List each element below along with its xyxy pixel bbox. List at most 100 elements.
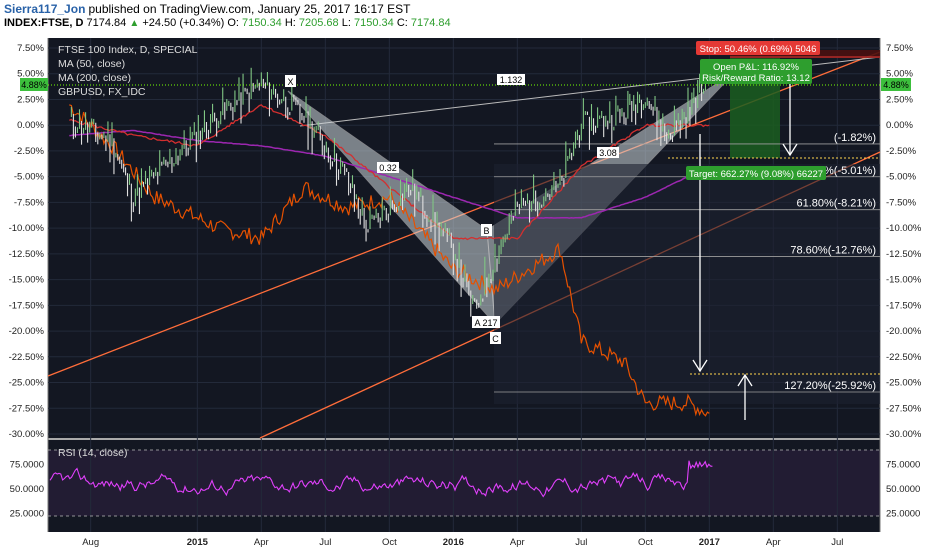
fib-label: 61.80%(-8.21%) bbox=[797, 198, 877, 210]
ratio-xab-label: 0.32 bbox=[377, 162, 399, 173]
open-value: 7150.34 bbox=[242, 17, 282, 29]
price-change: +24.50 (+0.34%) bbox=[142, 17, 225, 29]
y-tick-right: 2.50% bbox=[886, 94, 913, 105]
x-tick: 2016 bbox=[443, 537, 464, 548]
x-tick: Apr bbox=[766, 537, 781, 548]
y-tick-left: 5.00% bbox=[17, 69, 44, 80]
svg-text:B: B bbox=[483, 226, 489, 236]
point-a-label: A 217 bbox=[472, 316, 500, 328]
y-tick-right: 0.00% bbox=[886, 120, 913, 131]
price-chart[interactable]: 7.50% 5.00% 2.50% 0.00% -2.50% -5.00% -7.50% -1… bbox=[0, 34, 932, 550]
x-tick: 2017 bbox=[699, 537, 720, 548]
x-tick: Jul bbox=[831, 537, 843, 548]
x-tick: Aug bbox=[82, 537, 99, 548]
rsi-tick-right: 25.0000 bbox=[886, 508, 920, 519]
svg-text:A 217: A 217 bbox=[474, 318, 497, 328]
svg-text:3.08: 3.08 bbox=[599, 148, 617, 158]
stop-badge[interactable]: Stop: 50.46% (0.69%) 5046 bbox=[696, 41, 820, 55]
y-axis-right: 7.50% 5.00% 2.50% 0.00% -2.50% -5.00% -7.50% -1… bbox=[886, 43, 922, 440]
legend-ma200: MA (200, close) bbox=[58, 72, 131, 84]
y-tick-right: -25.00% bbox=[886, 378, 922, 389]
fib-label: 127.20%(-25.92%) bbox=[784, 380, 876, 392]
y-tick-right: -17.50% bbox=[886, 300, 922, 311]
y-tick-left: -2.50% bbox=[14, 146, 45, 157]
rsi-line[interactable] bbox=[49, 460, 713, 498]
y-tick-left: 0.00% bbox=[17, 120, 44, 131]
y-tick-left: -15.00% bbox=[9, 275, 45, 286]
y-tick-left: -25.00% bbox=[9, 378, 45, 389]
close-label: C: bbox=[396, 17, 408, 29]
ratio-xc-label: 1.132 bbox=[497, 74, 525, 85]
y-tick-right: -2.50% bbox=[886, 146, 917, 157]
gbpusd-line[interactable] bbox=[69, 104, 710, 417]
x-tick: Oct bbox=[638, 537, 653, 548]
fib-zone bbox=[494, 164, 880, 404]
y-tick-left: -20.00% bbox=[9, 326, 45, 337]
svg-text:Target: 662.27% (9.08%) 66227: Target: 662.27% (9.08%) 66227 bbox=[689, 169, 823, 180]
point-c-label: C bbox=[490, 332, 501, 344]
x-axis: Aug 2015 Apr Jul Oct 2016 Apr Jul Oct 2017 Apr Jul bbox=[82, 537, 843, 548]
y-tick-right: -7.50% bbox=[886, 197, 917, 208]
symbol-label: INDEX:FTSE, D bbox=[4, 17, 84, 29]
y-tick-right: 7.50% bbox=[886, 43, 913, 54]
rsi-band bbox=[48, 450, 880, 516]
down-arrow-icon bbox=[782, 80, 798, 157]
y-tick-left: -5.00% bbox=[14, 172, 45, 183]
ma200-line[interactable] bbox=[69, 129, 710, 219]
y-tick-left: -22.50% bbox=[9, 352, 45, 363]
published-info: published on TradingView.com, January 25… bbox=[88, 2, 411, 16]
fib-label: 78.60%(-12.76%) bbox=[790, 245, 876, 257]
y-tick-right: -12.50% bbox=[886, 249, 922, 260]
fib-label: (-1.82%) bbox=[834, 132, 876, 144]
high-label: H: bbox=[284, 17, 296, 29]
svg-text:C: C bbox=[492, 334, 499, 344]
price-badge-right: 4.88% bbox=[881, 78, 911, 91]
price-candles[interactable] bbox=[70, 67, 710, 317]
svg-text:Open P&L: 116.92%: Open P&L: 116.92% bbox=[713, 62, 799, 73]
x-tick: 2015 bbox=[187, 537, 209, 548]
y-tick-right: -10.00% bbox=[886, 223, 922, 234]
y-tick-right: 5.00% bbox=[886, 69, 913, 80]
legend: FTSE 100 Index, D, SPECIAL MA (50, close… bbox=[58, 44, 198, 98]
legend-title: FTSE 100 Index, D, SPECIAL bbox=[58, 44, 198, 56]
svg-text:1.132: 1.132 bbox=[500, 75, 523, 85]
pl-badge[interactable]: Open P&L: 116.92% Risk/Reward Ratio: 13.… bbox=[700, 59, 812, 84]
rsi-tick-left: 50.0000 bbox=[10, 484, 44, 495]
x-tick: Apr bbox=[254, 537, 269, 548]
y-tick-left: -17.50% bbox=[9, 300, 45, 311]
y-tick-left: 2.50% bbox=[17, 94, 44, 105]
y-tick-left: -27.50% bbox=[9, 403, 45, 414]
close-value: 7174.84 bbox=[410, 17, 451, 29]
low-label: L: bbox=[341, 17, 351, 29]
svg-text:4.88%: 4.88% bbox=[883, 80, 909, 90]
x-tick: Apr bbox=[510, 537, 525, 548]
rsi-tick-left: 25.0000 bbox=[10, 508, 44, 519]
x-tick: Oct bbox=[382, 537, 397, 548]
ratio-abc-label: 3.08 bbox=[597, 147, 619, 158]
rsi-tick-left: 75.0000 bbox=[10, 460, 44, 471]
svg-text:Risk/Reward Ratio: 13.12: Risk/Reward Ratio: 13.12 bbox=[702, 73, 810, 84]
y-tick-right: -27.50% bbox=[886, 403, 922, 414]
legend-gbpusd: GBPUSD, FX_IDC bbox=[58, 86, 146, 98]
price-badge-left: 4.88% bbox=[20, 78, 48, 91]
author-name[interactable]: Sierra117_Jon bbox=[4, 2, 86, 16]
y-tick-right: -20.00% bbox=[886, 326, 922, 337]
svg-text:4.88%: 4.88% bbox=[21, 80, 47, 90]
y-tick-right: -22.50% bbox=[886, 352, 922, 363]
target-badge[interactable]: Target: 662.27% (9.08%) 66227 bbox=[686, 166, 826, 180]
y-tick-left: -30.00% bbox=[9, 429, 45, 440]
svg-text:X: X bbox=[287, 77, 293, 87]
rsi-tick-right: 50.0000 bbox=[886, 484, 920, 495]
y-tick-left: 7.50% bbox=[17, 43, 44, 54]
y-tick-right: -5.00% bbox=[886, 172, 917, 183]
rsi-axis: 75.0000 75.0000 50.0000 50.0000 25.0000 25.00… bbox=[10, 460, 921, 520]
open-label: O: bbox=[227, 17, 239, 29]
up-triangle-icon: ▲ bbox=[129, 18, 140, 29]
high-value: 7205.68 bbox=[298, 17, 339, 29]
y-tick-left: -10.00% bbox=[9, 223, 45, 234]
y-tick-right: -30.00% bbox=[886, 429, 922, 440]
svg-text:0.32: 0.32 bbox=[379, 163, 397, 173]
svg-text:Stop: 50.46% (0.69%) 5046: Stop: 50.46% (0.69%) 5046 bbox=[700, 44, 817, 55]
y-tick-right: -15.00% bbox=[886, 275, 922, 286]
low-value: 7150.34 bbox=[353, 17, 394, 29]
